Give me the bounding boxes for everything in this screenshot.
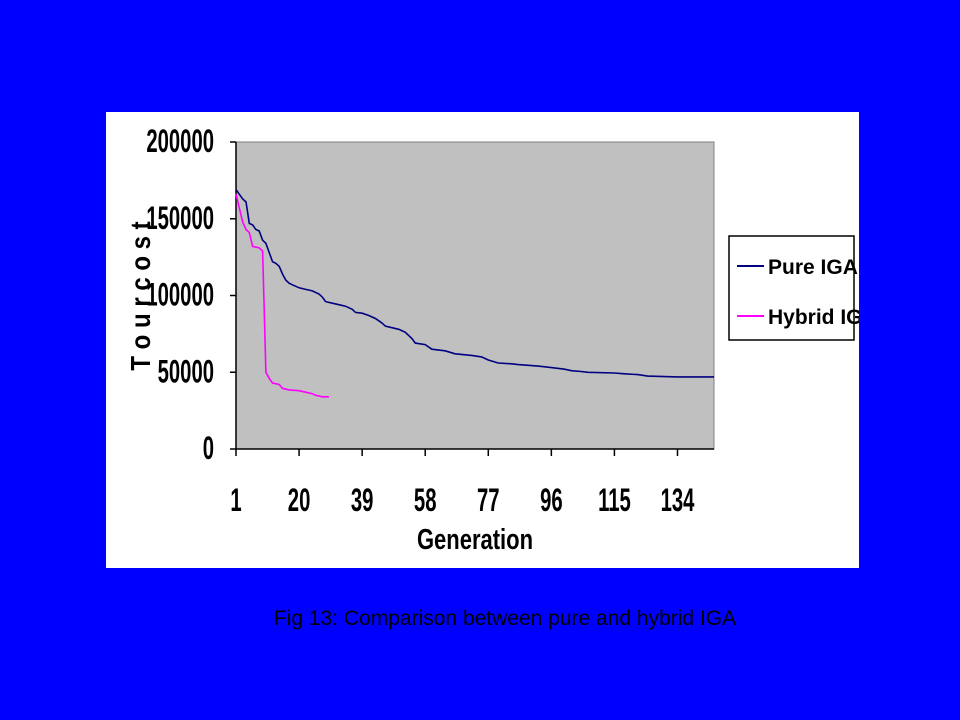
legend-label-pure-iga: Pure IGA [768,256,858,279]
x-tick-labels: 1 20 39 58 77 96 115 134 [230,481,694,518]
y-tick-labels: 0 50000 100000 150000 200000 [146,122,214,466]
x-tick-label: 58 [414,481,437,518]
x-tick-label: 134 [661,481,695,518]
x-tick-label: 77 [477,481,500,518]
chart-area: 0 50000 100000 150000 200000 1 20 39 58 77 96 115 1… [106,112,859,568]
series-line-pure-iga [235,189,714,378]
y-tick-label: 150000 [146,199,214,236]
y-tick-label: 50000 [158,352,214,389]
y-tick-label: 100000 [146,276,214,313]
legend: Pure IGA Hybrid IGA [728,235,859,341]
y-axis-title: T o u r c o s t [127,221,157,371]
x-tick-label: 20 [288,481,311,518]
y-tick-label: 0 [203,429,214,466]
x-tick-label: 115 [598,481,631,518]
series-line-hybrid-iga [235,194,329,398]
figure-caption: Fig 13: Comparison between pure and hybr… [273,607,737,630]
x-tick-label: 39 [351,481,374,518]
series-lines [235,189,714,398]
y-tick-label: 200000 [146,122,214,159]
legend-box [728,235,855,341]
axes [230,141,714,456]
x-tick-label: 1 [230,481,241,518]
legend-label-hybrid-iga: Hybrid IGA [768,306,859,329]
plot-area [235,141,715,450]
x-tick-label: 96 [540,481,563,518]
x-axis-title: Generation [417,524,533,555]
